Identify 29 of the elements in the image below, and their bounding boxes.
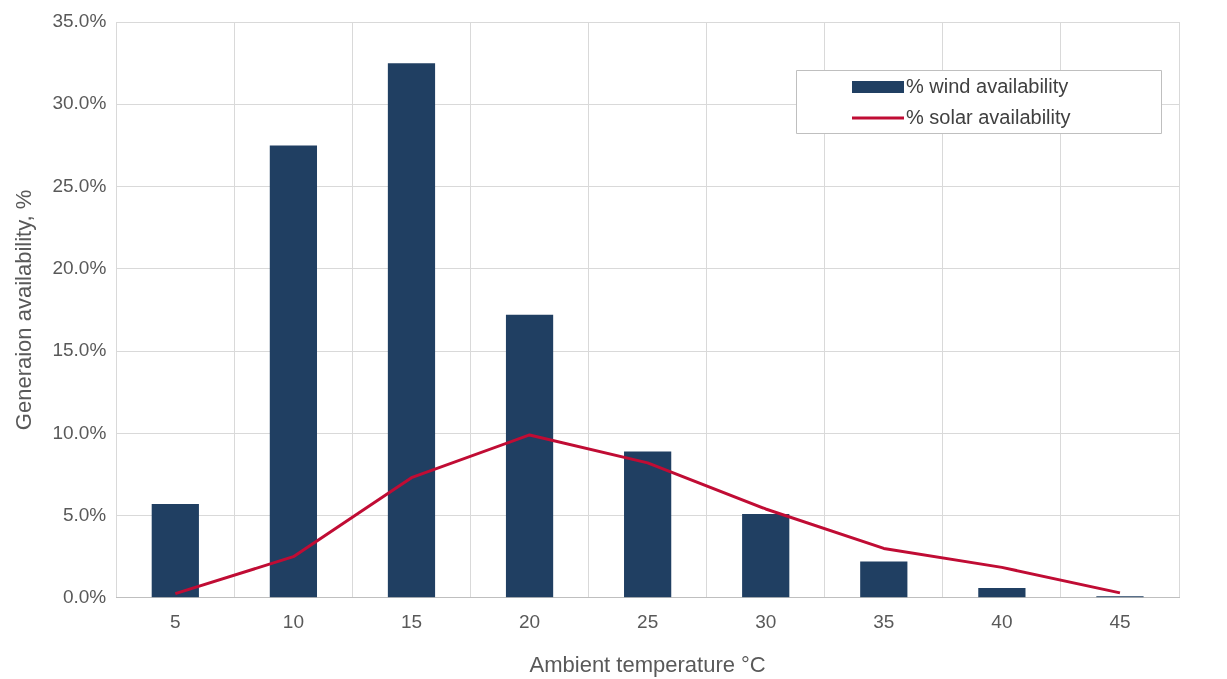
x-tick-label: 40: [991, 611, 1013, 633]
legend-label: % solar availability: [906, 105, 1071, 128]
legend-label: % wind availability: [906, 74, 1069, 97]
bar: [387, 63, 436, 598]
bar: [978, 587, 1026, 598]
x-tick-label: 5: [170, 611, 181, 633]
x-tick-label: 15: [400, 611, 423, 633]
bar: [860, 561, 908, 598]
x-tick-label: 20: [518, 611, 541, 633]
y-tick-label: 10.0%: [52, 421, 107, 443]
x-tick-label: 35: [873, 611, 895, 633]
x-axis-title: Ambient temperature °C: [529, 651, 766, 677]
bar: [151, 504, 199, 598]
y-tick-label: 30.0%: [52, 92, 107, 114]
y-tick-label: 25.0%: [52, 174, 107, 196]
y-tick-label: 5.0%: [62, 503, 107, 525]
x-tick-label: 45: [1109, 611, 1131, 633]
bar: [742, 513, 790, 598]
x-tick-label: 10: [282, 611, 304, 633]
y-tick-label: 20.0%: [52, 257, 107, 279]
y-tick-label: 0.0%: [62, 586, 107, 608]
y-tick-label: 35.0%: [52, 10, 107, 32]
y-tick-label: 15.0%: [52, 339, 107, 361]
bar: [624, 451, 672, 598]
bar: [269, 145, 318, 598]
bar: [505, 314, 554, 598]
x-tick-label: 30: [755, 611, 777, 633]
y-axis-title: Generaion availability, %: [11, 189, 37, 431]
x-tick-label: 25: [637, 611, 659, 633]
